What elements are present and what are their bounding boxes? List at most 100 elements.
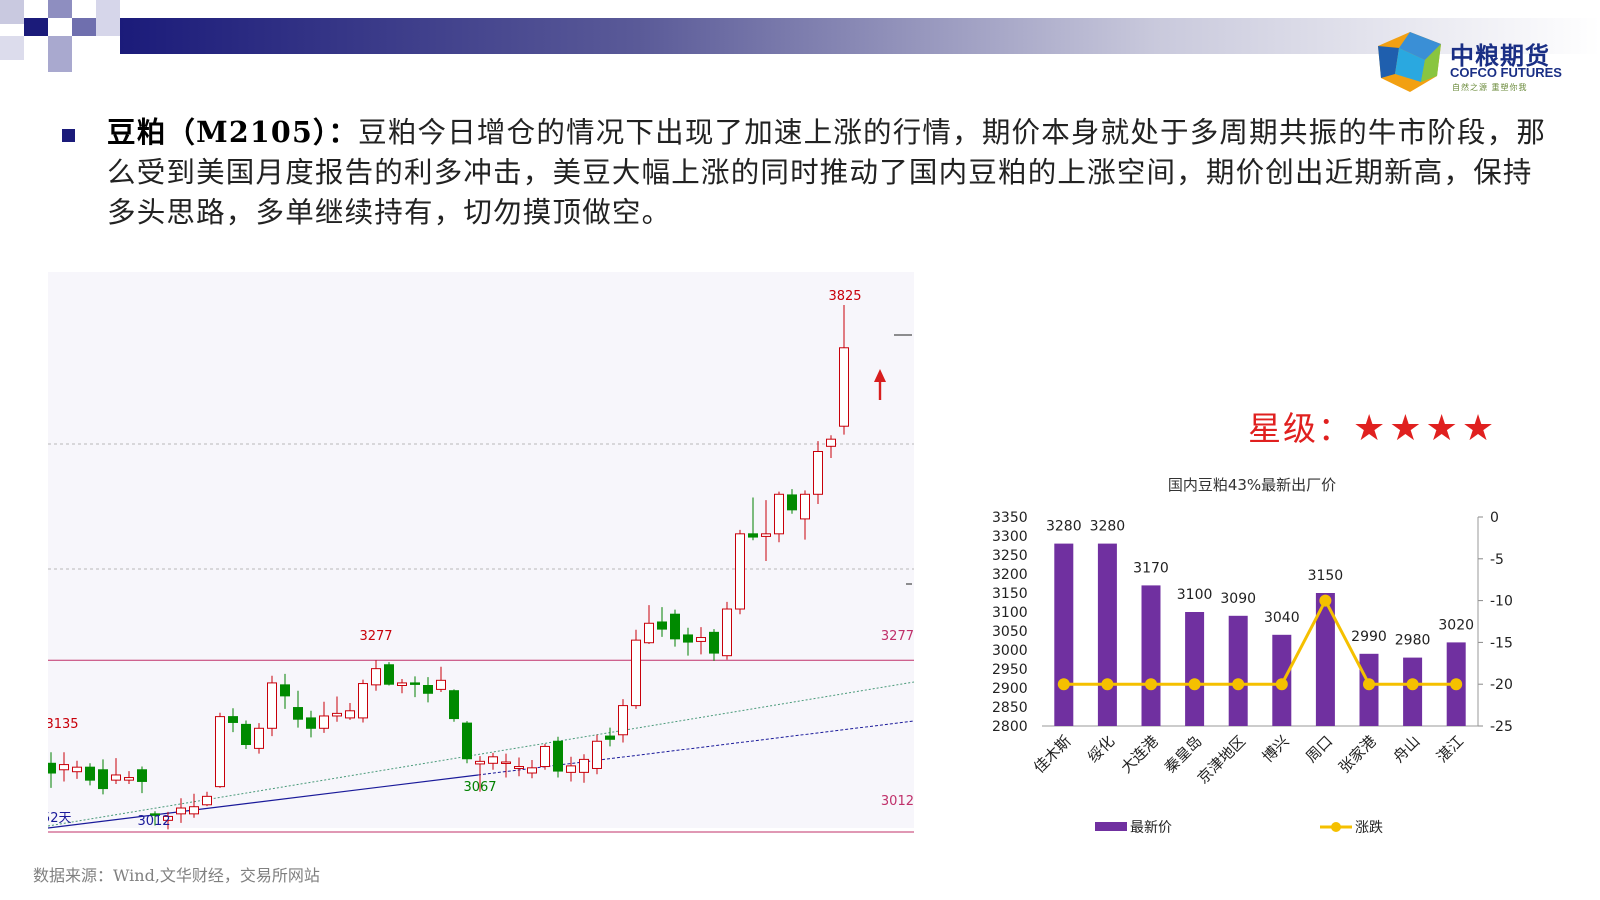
candle-body bbox=[644, 622, 654, 644]
change-point bbox=[1145, 678, 1157, 691]
legend-line-label: 涨跌 bbox=[1355, 820, 1383, 836]
candle-body bbox=[813, 450, 823, 495]
candle bbox=[345, 703, 355, 720]
candle-body bbox=[579, 758, 589, 773]
candle-body bbox=[553, 740, 563, 772]
candle bbox=[215, 712, 225, 788]
candle-body bbox=[111, 774, 121, 781]
trend-line-blue-dashed bbox=[477, 720, 915, 776]
y2-tick-label: -5 bbox=[1490, 552, 1504, 568]
candle-body bbox=[345, 710, 355, 719]
candle-body bbox=[59, 764, 69, 771]
bar-value-label: 3280 bbox=[1046, 519, 1082, 535]
candle-body bbox=[514, 766, 524, 769]
candle bbox=[696, 627, 706, 655]
candlestick-chart: 3825 3277 3135 3067 3012 3277 3012 52天 bbox=[48, 272, 915, 833]
candle bbox=[137, 766, 147, 794]
bar bbox=[1054, 543, 1074, 726]
candle bbox=[683, 627, 693, 656]
x-tick-label: 京津地区 bbox=[1194, 732, 1249, 787]
change-point bbox=[1406, 678, 1419, 691]
price-annotation: 3825 bbox=[828, 289, 861, 304]
y2-tick-label: -25 bbox=[1490, 719, 1513, 735]
change-point bbox=[1057, 678, 1070, 691]
y-tick-label: 2950 bbox=[992, 662, 1028, 678]
y-tick-label: 3350 bbox=[992, 510, 1028, 526]
change-point bbox=[1450, 678, 1463, 691]
y-tick-label: 3300 bbox=[992, 529, 1028, 545]
candle bbox=[293, 690, 303, 728]
candle-body bbox=[202, 795, 212, 806]
candle-body bbox=[761, 533, 771, 537]
candle-body bbox=[696, 637, 706, 642]
logo-tagline: 自然之源 重塑你我 bbox=[1452, 83, 1528, 92]
commentary-paragraph: 豆粕（M2105）：豆粕今日增仓的情况下出现了加速上涨的行情，期价本身就处于多周… bbox=[107, 112, 1547, 233]
candle bbox=[618, 699, 628, 743]
candle bbox=[501, 753, 511, 778]
candle bbox=[189, 793, 199, 818]
candle bbox=[605, 727, 615, 747]
candle bbox=[397, 679, 407, 694]
candle bbox=[59, 752, 69, 782]
candle bbox=[332, 696, 342, 722]
candle-body bbox=[371, 668, 381, 686]
candle bbox=[306, 710, 316, 738]
bar-value-label: 2980 bbox=[1395, 633, 1431, 649]
candle bbox=[813, 441, 823, 505]
up-arrow-head-icon bbox=[874, 369, 886, 382]
candle-body bbox=[410, 682, 420, 685]
candle-body bbox=[826, 438, 836, 447]
candle-body bbox=[566, 765, 576, 773]
x-tick-label: 佳木斯 bbox=[1030, 732, 1075, 777]
change-point bbox=[1188, 678, 1201, 691]
candle bbox=[644, 605, 654, 645]
y-tick-label: 3100 bbox=[992, 605, 1028, 621]
change-point bbox=[1319, 594, 1332, 607]
candle bbox=[150, 811, 160, 826]
y2-tick-label: 0 bbox=[1490, 510, 1499, 526]
candle-body bbox=[527, 767, 537, 774]
candle-body bbox=[124, 777, 134, 781]
candle-body bbox=[358, 683, 368, 719]
candle-body bbox=[306, 717, 316, 729]
candle-body bbox=[618, 705, 628, 736]
logo-text-en: COFCO FUTURES bbox=[1450, 65, 1562, 80]
candle bbox=[436, 666, 446, 692]
candle bbox=[800, 490, 810, 540]
rating-label: 星级： bbox=[1248, 409, 1353, 448]
y-tick-label: 2900 bbox=[992, 681, 1028, 697]
candle bbox=[358, 679, 368, 723]
candle bbox=[722, 601, 732, 660]
data-source-note: 数据来源：Wind,文华财经，交易所网站 bbox=[33, 866, 320, 885]
y-tick-label: 2850 bbox=[992, 700, 1028, 716]
candle bbox=[631, 629, 641, 709]
candle bbox=[254, 723, 264, 754]
candle bbox=[592, 734, 602, 775]
x-tick-label: 舟山 bbox=[1389, 732, 1423, 766]
bar-value-label: 3170 bbox=[1133, 560, 1169, 576]
candle bbox=[410, 676, 420, 698]
candle bbox=[228, 708, 238, 733]
chart-background bbox=[48, 272, 914, 828]
bar bbox=[1185, 612, 1205, 726]
y-tick-label: 3050 bbox=[992, 624, 1028, 640]
x-tick-label: 绥化 bbox=[1084, 732, 1118, 766]
candle bbox=[163, 811, 173, 830]
candle-body bbox=[215, 716, 225, 788]
legend-bar-label: 最新价 bbox=[1130, 820, 1172, 836]
chart-title: 国内豆粕43%最新出厂价 bbox=[1168, 476, 1336, 494]
candle bbox=[540, 743, 550, 770]
y-tick-label: 2800 bbox=[992, 719, 1028, 735]
candle-body bbox=[449, 690, 459, 720]
candle-body bbox=[319, 715, 329, 729]
candle bbox=[384, 662, 394, 686]
bar-value-label: 3020 bbox=[1438, 617, 1474, 633]
candle bbox=[475, 756, 485, 792]
bar bbox=[1228, 615, 1248, 726]
candle bbox=[280, 673, 290, 709]
legend-line-marker bbox=[1331, 822, 1341, 832]
candle bbox=[124, 771, 134, 785]
candle-body bbox=[293, 707, 303, 720]
y-tick-label: 3250 bbox=[992, 548, 1028, 564]
logo-text-cn: 中粮期货 bbox=[1450, 42, 1550, 70]
